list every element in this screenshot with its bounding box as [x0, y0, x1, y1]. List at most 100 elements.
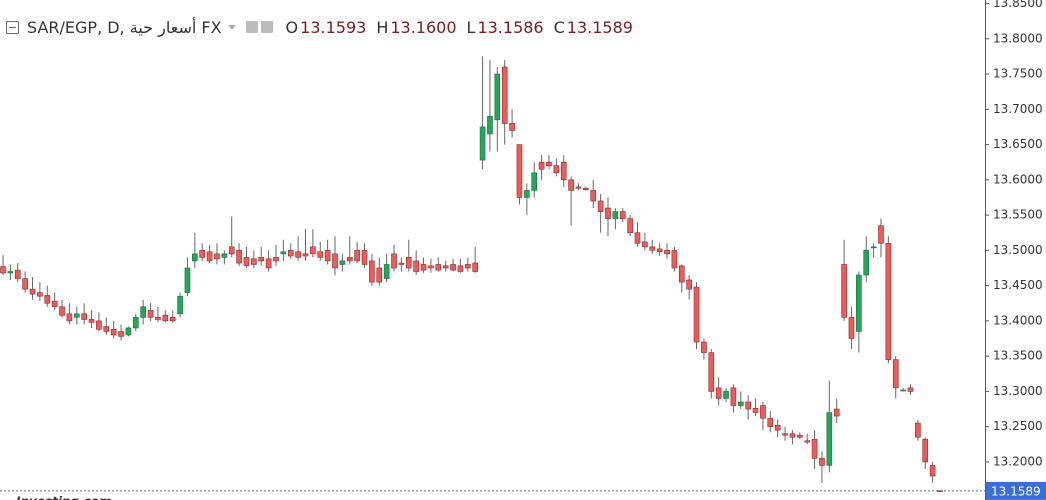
candle-body: [915, 422, 921, 438]
candle-body: [826, 412, 833, 466]
candle-body: [420, 264, 427, 271]
candle-body: [228, 246, 235, 255]
y-tick-label: 13.5500: [993, 208, 1043, 222]
candle-body: [398, 262, 405, 265]
candle-body: [273, 257, 279, 262]
ohlc-label: O: [285, 17, 299, 37]
candle-body: [516, 144, 523, 198]
candle-body: [37, 292, 43, 297]
candle-body: [730, 387, 737, 406]
candle-body: [169, 317, 176, 322]
candle-body: [538, 161, 545, 170]
candle-body: [251, 258, 257, 265]
candle-body: [627, 218, 633, 234]
ohlc-label: H: [376, 17, 389, 37]
candle-body: [922, 439, 929, 463]
candle-body: [7, 271, 14, 274]
candle-body: [258, 257, 265, 262]
candle-body: [361, 250, 368, 265]
y-tick-label: 13.7500: [993, 67, 1043, 81]
y-tick-label: 13.7000: [993, 102, 1043, 116]
candle-body: [760, 405, 766, 419]
candle-body: [767, 417, 774, 427]
candle-body: [870, 246, 877, 249]
candle-body: [841, 264, 847, 318]
settings-icon[interactable]: [260, 21, 273, 33]
collapse-icon[interactable]: [6, 20, 19, 34]
candle-body: [752, 408, 759, 413]
candle-body: [383, 264, 390, 279]
candle-body: [287, 250, 294, 257]
ohlc-label: C: [553, 17, 565, 37]
candle-body: [634, 232, 641, 244]
y-tick-label: 13.3500: [993, 349, 1043, 363]
candle-body: [575, 186, 582, 189]
candle-body: [133, 317, 139, 329]
candle-body: [310, 246, 316, 255]
candle-body: [509, 123, 515, 131]
candle-body: [612, 211, 619, 219]
candle-body: [236, 250, 242, 264]
candle-body: [118, 331, 124, 337]
y-tick-label: 13.2000: [993, 454, 1043, 468]
candle-body: [465, 264, 471, 269]
candle-body: [737, 401, 744, 406]
candle-body: [302, 253, 309, 257]
ohlc-value: 13.1589: [566, 17, 633, 37]
candle-body: [147, 309, 154, 318]
candle-body: [531, 172, 538, 191]
y-tick-label: 13.2500: [993, 419, 1043, 433]
candle-body: [405, 257, 412, 269]
axis-panel: [985, 0, 1046, 500]
candle-body: [317, 251, 324, 258]
ohlc-value: 13.1593: [300, 17, 367, 37]
y-tick-label: 13.5000: [993, 243, 1043, 257]
candle-body: [88, 319, 95, 323]
candle-body: [457, 265, 464, 272]
candle-body: [339, 260, 346, 265]
candle-body: [848, 317, 855, 339]
candle-body: [221, 253, 228, 258]
candle-body: [14, 269, 21, 279]
ohlc-label: L: [466, 17, 476, 37]
candle-body: [214, 253, 220, 260]
y-tick-label: 13.8500: [993, 0, 1043, 10]
candle-body: [708, 352, 715, 392]
ohlc-value: 13.1600: [390, 17, 457, 37]
candle-body: [856, 274, 862, 332]
y-tick-label: 13.4000: [993, 313, 1043, 327]
settings-icon[interactable]: [245, 21, 258, 33]
candle-body: [354, 250, 360, 262]
dropdown-caret[interactable]: [227, 24, 236, 30]
y-tick-label: 13.8000: [993, 31, 1043, 45]
candle-body: [0, 266, 6, 274]
last-price-tag: [986, 481, 1046, 500]
candle-body: [900, 389, 906, 392]
chart-header: SAR/EGP, D, أسعار حية FX O 13.1593 H 13.16…: [6, 14, 633, 40]
candle-body: [723, 391, 729, 399]
watermark: Investing.com: [16, 495, 112, 500]
candle-body: [878, 225, 884, 244]
candle-body: [413, 260, 419, 272]
candle-body: [66, 313, 73, 322]
candle-body: [140, 306, 146, 318]
y-tick-label: 13.3000: [993, 384, 1043, 398]
candle-body: [560, 161, 567, 181]
candle-body: [487, 116, 493, 135]
ohlc-value: 13.1586: [477, 17, 544, 37]
candle-body: [369, 260, 375, 283]
candle-body: [597, 200, 604, 212]
candle-body: [833, 408, 840, 417]
candle-body: [155, 317, 161, 320]
candle-body: [907, 387, 914, 392]
candle-body: [619, 211, 626, 219]
candle-body: [177, 295, 183, 315]
candle-body: [391, 253, 397, 269]
candle-body: [110, 329, 117, 336]
candle-body: [73, 313, 80, 318]
candle-body: [450, 264, 456, 271]
candle-body: [435, 264, 442, 271]
candle-body: [472, 262, 478, 272]
